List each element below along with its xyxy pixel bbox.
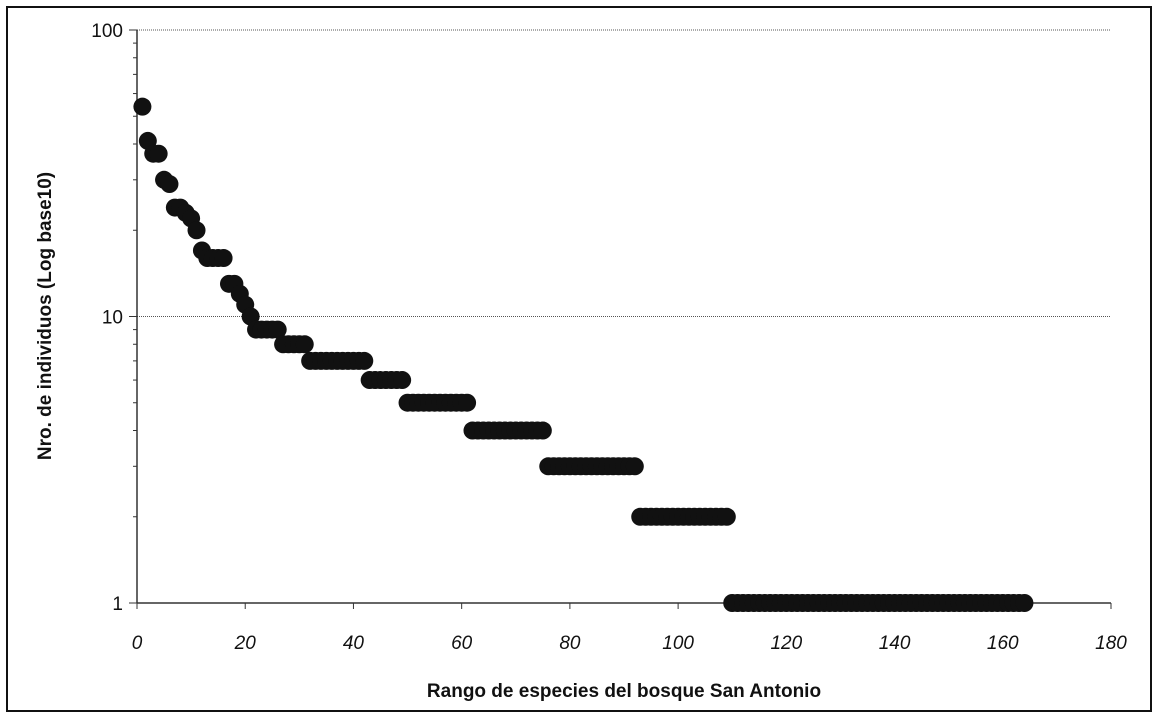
y-tick-label: 10	[102, 308, 123, 329]
data-point	[1015, 594, 1034, 612]
x-tick-label: 80	[559, 633, 581, 654]
data-point	[133, 97, 152, 116]
data-point	[717, 507, 736, 526]
data-point	[160, 175, 179, 194]
x-tick-label: 120	[770, 633, 802, 654]
data-point	[295, 335, 314, 354]
y-axis-title: Nro. de individuos (Log base10)	[35, 172, 56, 460]
data-point	[149, 144, 168, 163]
x-axis-title: Rango de especies del bosque San Antonio	[427, 681, 821, 702]
data-point	[625, 457, 644, 476]
data-points	[133, 97, 1034, 612]
x-tick-label: 40	[343, 633, 365, 654]
axes	[129, 29, 1112, 609]
data-point	[214, 249, 233, 268]
x-tick-label: 60	[451, 633, 473, 654]
x-tick-label: 0	[132, 633, 143, 654]
y-tick-label: 1	[112, 594, 123, 615]
gridlines	[137, 29, 1111, 604]
data-point	[393, 371, 412, 390]
x-tick-label: 180	[1095, 633, 1127, 654]
x-tick-label: 140	[879, 633, 911, 654]
data-point	[533, 421, 552, 440]
y-tick-label: 100	[91, 21, 123, 42]
x-tick-label: 100	[662, 633, 694, 654]
data-point	[268, 320, 287, 339]
data-point	[458, 393, 477, 412]
data-point	[355, 351, 374, 370]
x-tick-label: 20	[234, 633, 257, 654]
tick-labels: 1 10 100 0 20 40 60 80 100 120 140 160 180	[91, 21, 1127, 654]
x-tick-label: 160	[987, 633, 1019, 654]
data-point	[187, 221, 206, 240]
